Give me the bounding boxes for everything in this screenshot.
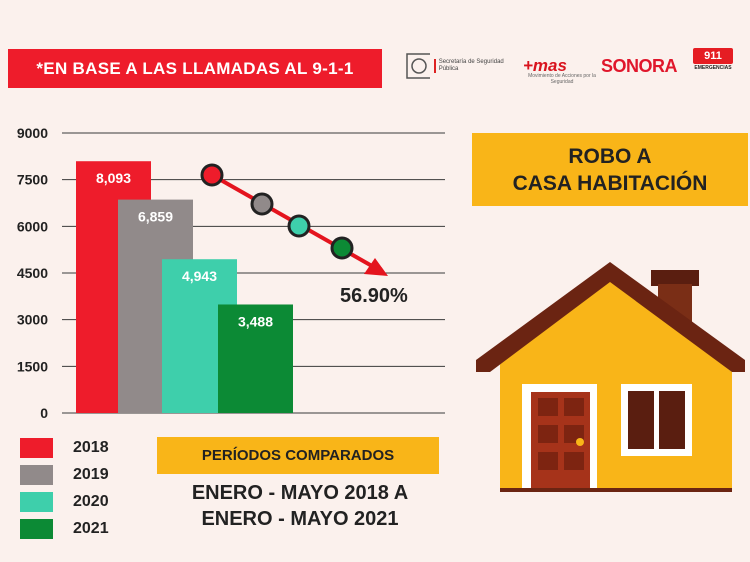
y-tick-label: 6000 [17, 218, 48, 234]
n911-logo: 911 EMERGENCIAS [693, 48, 733, 71]
y-tick-label: 3000 [17, 312, 48, 328]
chart-title: ROBO A CASA HABITACIÓN [472, 133, 748, 206]
y-tick-label: 9000 [17, 125, 48, 141]
chimney-cap [651, 270, 699, 286]
secretaria-logo: Secretaría de Seguridad Pública [405, 46, 515, 86]
legend-item-2019: 2019 [20, 461, 109, 488]
title-line-1: ROBO A [568, 144, 652, 168]
n911-number: 911 [693, 48, 733, 64]
arrow-head [364, 258, 388, 276]
mas-wordmark: +mas [523, 56, 567, 75]
legend-swatch-2018 [20, 437, 53, 458]
banner: *EN BASE A LAS LLAMADAS AL 9-1-1 [8, 49, 382, 88]
legend-label-2021: 2021 [73, 519, 109, 537]
bar-value-label-2020: 4,943 [182, 268, 217, 284]
legend-label-2018: 2018 [73, 438, 109, 456]
date-line-1: ENERO - MAYO 2018 A [191, 482, 409, 504]
bar-value-label-2018: 8,093 [96, 170, 131, 186]
window-pane-right [659, 391, 685, 449]
bar-2021 [218, 304, 293, 413]
n911-subtitle: EMERGENCIAS [694, 65, 732, 71]
trend-arrow [200, 163, 388, 276]
mas-logo: +mas Movimiento de Acciones por la Segur… [523, 46, 603, 86]
title-line-2: CASA HABITACIÓN [512, 171, 708, 195]
door-knob [576, 438, 584, 446]
bar-value-label-2021: 3,488 [238, 313, 273, 329]
legend: 2018 2019 2020 2021 [20, 434, 109, 542]
legend-label-2020: 2020 [73, 492, 109, 510]
change-percentage: 56.90% [340, 285, 408, 307]
trend-dot-2021 [330, 236, 354, 260]
y-tick-label: 1500 [17, 358, 48, 374]
mas-subtitle: Movimiento de Acciones por la Seguridad [528, 73, 596, 85]
trend-dot-2019 [250, 192, 274, 216]
legend-item-2020: 2020 [20, 488, 109, 515]
date-range: ENERO - MAYO 2018 A ENERO - MAYO 2021 [140, 480, 460, 532]
secretaria-text: Secretaría de Seguridad Pública [433, 59, 515, 73]
y-tick-label: 0 [40, 405, 48, 421]
trend-dot-2018 [200, 163, 224, 187]
sonora-logo: SONORA [601, 46, 681, 86]
y-tick-label: 4500 [17, 265, 48, 281]
y-axis-ticks: 0 1500 3000 4500 6000 7500 9000 [17, 125, 48, 421]
legend-item-2018: 2018 [20, 434, 109, 461]
window-pane-left [628, 391, 654, 449]
y-tick-label: 7500 [17, 172, 48, 188]
house-roof [476, 262, 745, 372]
logo-strip: Secretaría de Seguridad Pública +mas Mov… [405, 46, 745, 86]
legend-item-2021: 2021 [20, 515, 109, 542]
bar-value-label-2019: 6,859 [138, 209, 173, 225]
period-title: PERÍODOS COMPARADOS [157, 437, 439, 474]
door-panels [538, 398, 584, 470]
legend-swatch-2021 [20, 518, 53, 539]
bars: 8,093 6,859 4,943 3,488 [76, 161, 293, 413]
legend-swatch-2020 [20, 491, 53, 512]
legend-label-2019: 2019 [73, 465, 109, 483]
house-base [500, 488, 732, 492]
sonora-wordmark: SONORA [601, 55, 678, 76]
seal-icon [406, 53, 430, 79]
date-line-2: ENERO - MAYO 2021 [201, 508, 399, 530]
legend-swatch-2019 [20, 464, 53, 485]
trend-dot-2020 [287, 214, 311, 238]
